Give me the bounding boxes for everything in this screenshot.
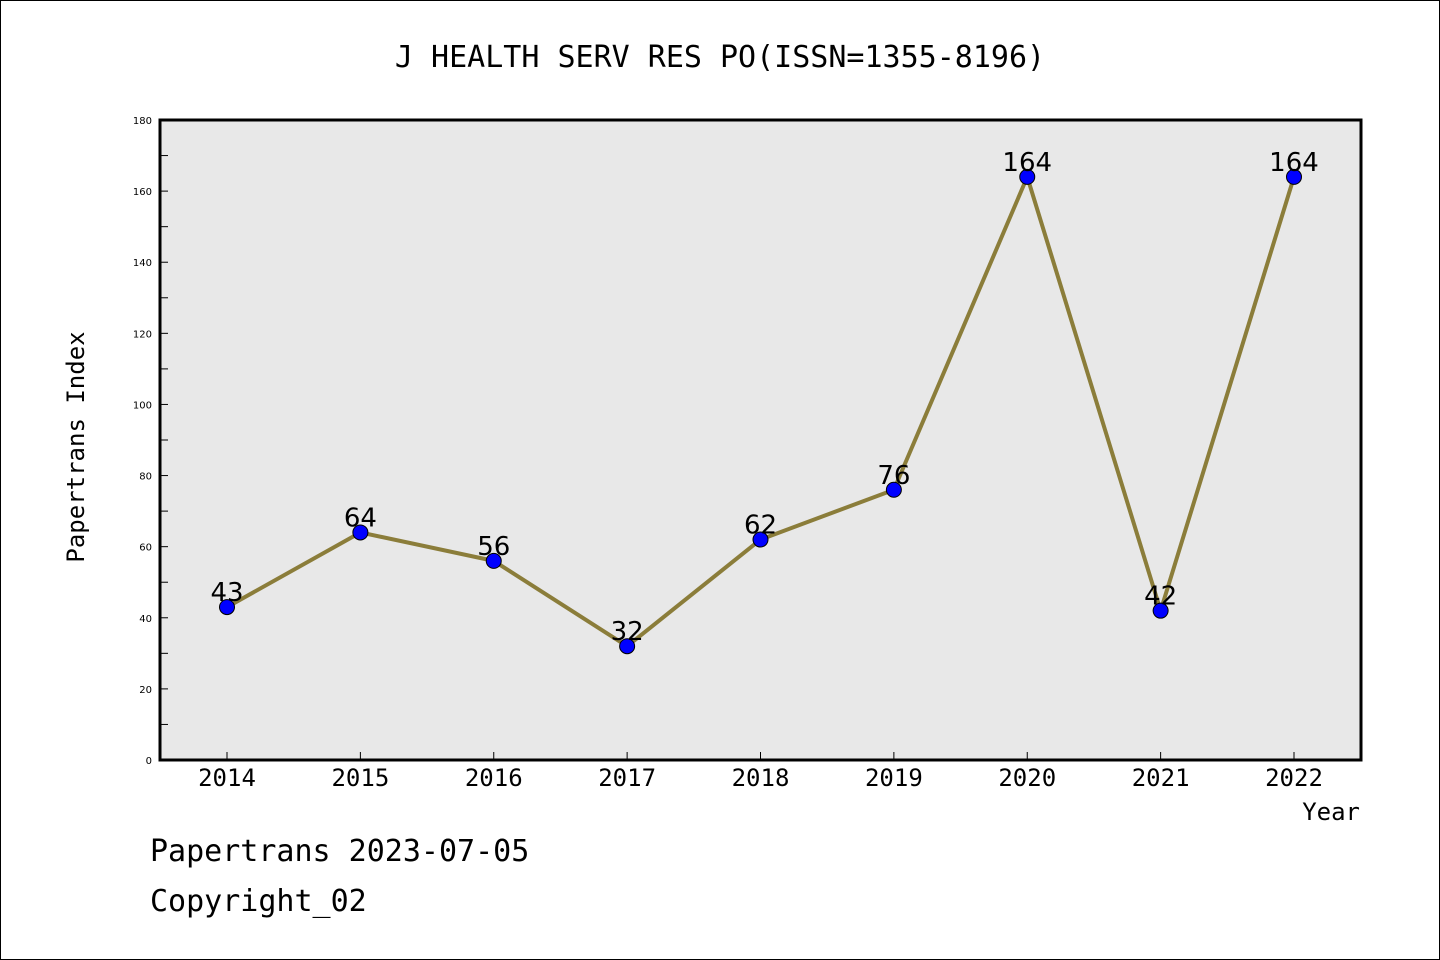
x-tick-label: 2014 [198,764,256,792]
data-label: 62 [744,511,777,541]
y-axis: 0 20 40 60 80 100 120 140 160 180 [133,116,168,767]
x-tick-label: 2015 [331,764,389,792]
data-label: 42 [1144,582,1177,612]
data-point [1019,168,1036,185]
x-tick-label: 2017 [598,764,656,792]
x-axis: 2014 2015 2016 2017 2018 2019 2020 2021 2022 [198,752,1323,792]
data-point [1152,602,1169,619]
data-point [352,524,369,541]
x-tick-label: 2019 [865,764,923,792]
footer-date: Papertrans 2023-07-05 [150,834,530,869]
y-tick-label: 80 [139,472,152,483]
plot-border [158,118,1363,762]
data-label: 56 [477,532,510,562]
data-point [619,638,636,655]
chart-title: J HEALTH SERV RES PO(ISSN=1355-8196) [395,40,1045,75]
y-tick-label: 180 [133,116,152,127]
y-tick-label: 100 [133,400,152,411]
footer-copyright: Copyright_02 [150,884,367,919]
series-line: 43 64 56 32 62 76 164 42 164 [210,148,1319,655]
x-tick-label: 2018 [732,764,790,792]
data-point [1286,168,1302,185]
x-tick-label: 2016 [465,764,523,792]
data-label: 64 [344,503,377,533]
data-label: 164 [1002,148,1052,178]
data-label: 43 [210,578,243,608]
data-point [885,481,902,498]
data-label: 76 [877,461,910,491]
data-label: 32 [611,617,644,647]
data-label: 164 [1269,148,1319,178]
y-tick-label: 140 [133,258,152,269]
x-tick-label: 2021 [1132,764,1190,792]
y-tick-label: 40 [139,614,152,625]
data-point [485,552,502,569]
y-tick-label: 120 [133,329,152,340]
y-tick-label: 60 [139,543,152,554]
y-tick-label: 0 [146,756,152,767]
y-tick-label: 160 [133,187,152,198]
x-axis-label: Year [1302,798,1360,826]
x-tick-label: 2020 [998,764,1056,792]
x-tick-label: 2022 [1265,764,1323,792]
plot-area [160,120,1361,760]
data-point [219,599,235,616]
y-axis-label: Papertrans Index [62,331,90,562]
y-tick-label: 20 [139,685,152,696]
data-point [752,531,769,548]
